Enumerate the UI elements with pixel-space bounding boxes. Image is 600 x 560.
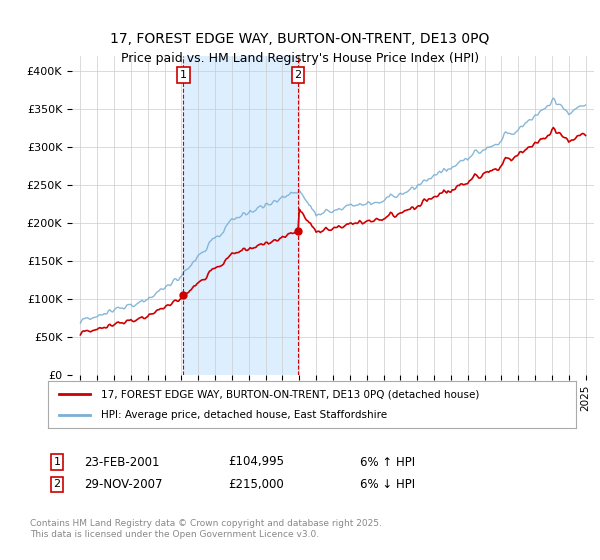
Text: 17, FOREST EDGE WAY, BURTON-ON-TRENT, DE13 0PQ (detached house): 17, FOREST EDGE WAY, BURTON-ON-TRENT, DE…: [101, 389, 479, 399]
Text: £215,000: £215,000: [228, 478, 284, 491]
Text: 17, FOREST EDGE WAY, BURTON-ON-TRENT, DE13 0PQ: 17, FOREST EDGE WAY, BURTON-ON-TRENT, DE…: [110, 32, 490, 46]
Text: Contains HM Land Registry data © Crown copyright and database right 2025.
This d: Contains HM Land Registry data © Crown c…: [30, 520, 382, 539]
Text: 1: 1: [53, 457, 61, 467]
Text: 2: 2: [295, 70, 302, 80]
Text: 2: 2: [53, 479, 61, 489]
Text: 6% ↓ HPI: 6% ↓ HPI: [360, 478, 415, 491]
Text: £104,995: £104,995: [228, 455, 284, 469]
Text: Price paid vs. HM Land Registry's House Price Index (HPI): Price paid vs. HM Land Registry's House …: [121, 52, 479, 66]
Text: 1: 1: [180, 70, 187, 80]
Text: 23-FEB-2001: 23-FEB-2001: [84, 455, 160, 469]
Text: 29-NOV-2007: 29-NOV-2007: [84, 478, 163, 491]
Bar: [184, 56, 298, 375]
Text: HPI: Average price, detached house, East Staffordshire: HPI: Average price, detached house, East…: [101, 410, 387, 420]
Text: 6% ↑ HPI: 6% ↑ HPI: [360, 455, 415, 469]
